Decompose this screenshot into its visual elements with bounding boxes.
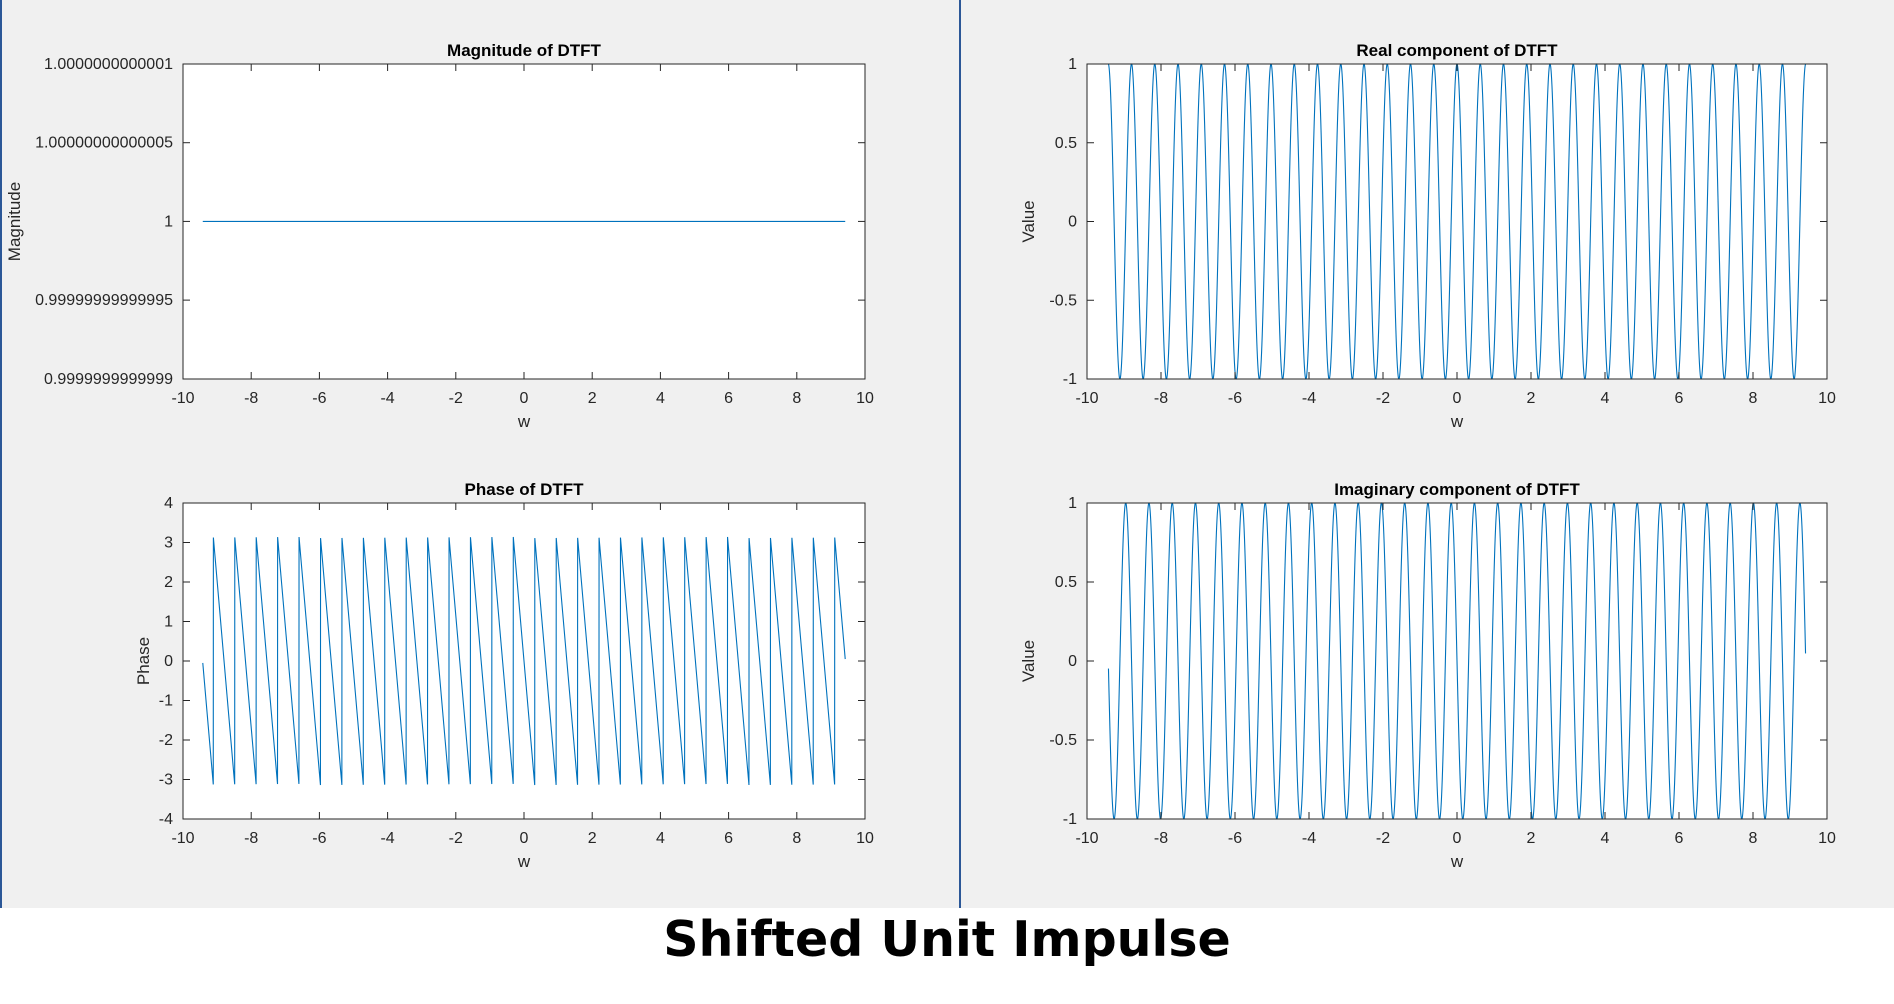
phase-ytick-label: 4 [164,495,173,512]
imaginary-xtick-label: 2 [1527,830,1536,847]
real-xtick-label: -10 [1075,390,1098,407]
real-ytick-label: 1 [1068,56,1077,73]
phase-xtick-label: 8 [792,830,801,847]
magnitude-ytick-label: 0.9999999999999 [44,371,173,388]
chart-imaginary: -10 -8 -6 -4 -2 0 2 4 6 8 10 -1 -0.5 0 0.5 1 Imaginary c… [1019,480,1836,871]
imaginary-xtick-label: 0 [1453,830,1462,847]
real-title: Real component of DTFT [1356,41,1558,60]
phase-xtick-label: 6 [724,830,733,847]
imaginary-series-line [1107,502,1807,820]
phase-ytick-label: -1 [159,693,173,710]
real-xtick-label: 6 [1675,390,1684,407]
real-xtick-label: 10 [1818,390,1836,407]
real-xtick-label: -6 [1228,390,1242,407]
chart-real: -10 -8 -6 -4 -2 0 2 4 6 8 10 -1 -0.5 0 0.5 1 Real compon… [1019,41,1836,431]
imaginary-xtick-label: -8 [1154,830,1168,847]
phase-xlabel: w [517,852,531,871]
real-ytick-label: 0.5 [1055,135,1077,152]
figure-caption: Shifted Unit Impulse [663,911,1231,968]
phase-ytick-label: -2 [159,732,173,749]
magnitude-ytick-label: 1.00000000000005 [35,135,173,152]
imaginary-xtick-label: 6 [1675,830,1684,847]
phase-xtick-label: -4 [380,830,394,847]
phase-xtick-label: 10 [856,830,874,847]
real-xtick-label: 2 [1527,390,1536,407]
imaginary-xtick-label: 8 [1749,830,1758,847]
phase-ytick-label: 3 [164,535,173,552]
magnitude-xtick-label: 4 [656,390,665,407]
magnitude-xtick-label: -6 [312,390,326,407]
phase-ytick-label: 2 [164,574,173,591]
magnitude-title: Magnitude of DTFT [447,41,602,60]
magnitude-ytick-label: 1 [164,213,173,230]
magnitude-xtick-label: -10 [171,390,194,407]
phase-ytick-label: -3 [159,772,173,789]
phase-ylabel: Phase [134,637,153,685]
phase-xtick-label: -2 [449,830,463,847]
imaginary-xlabel: w [1450,852,1464,871]
imaginary-xtick-label: -10 [1075,830,1098,847]
phase-series-line [202,536,846,786]
chart-magnitude: -10 -8 -6 -4 -2 0 2 4 6 8 10 0.9999999999999 0.99999… [5,41,874,431]
imaginary-ytick-label: 0.5 [1055,574,1077,591]
imaginary-ytick-label: 0 [1068,653,1077,670]
phase-ytick-label: 0 [164,653,173,670]
magnitude-xtick-label: 8 [792,390,801,407]
real-ytick-label: -0.5 [1049,292,1077,309]
imaginary-ytick-label: 1 [1068,495,1077,512]
charts-root: -10 -8 -6 -4 -2 0 2 4 6 8 100.99999999999990.99999… [5,41,1836,871]
imaginary-title: Imaginary component of DTFT [1334,480,1580,499]
magnitude-xtick-label: -8 [244,390,258,407]
magnitude-xtick-label: 2 [588,390,597,407]
magnitude-xtick-label: -4 [380,390,394,407]
magnitude-ytick-label: 0.99999999999995 [35,292,173,309]
real-ytick-label: -1 [1063,371,1077,388]
real-xtick-label: 4 [1601,390,1610,407]
phase-xtick-label: -6 [312,830,326,847]
magnitude-xtick-label: 6 [724,390,733,407]
real-xlabel: w [1450,412,1464,431]
real-xtick-label: -2 [1376,390,1390,407]
magnitude-xlabel: w [517,412,531,431]
imaginary-xtick-label: -4 [1302,830,1316,847]
real-xtick-label: 0 [1453,390,1462,407]
imaginary-xtick-label: 4 [1601,830,1610,847]
imaginary-ytick-label: -0.5 [1049,732,1077,749]
phase-xtick-label: 2 [588,830,597,847]
imaginary-ytick-label: -1 [1063,811,1077,828]
real-ytick-label: 0 [1068,214,1077,231]
phase-xtick-label: 4 [656,830,665,847]
phase-title: Phase of DTFT [464,480,584,499]
real-ylabel: Value [1019,200,1038,242]
imaginary-xtick-label: 10 [1818,830,1836,847]
magnitude-xtick-label: 10 [856,390,874,407]
imaginary-xtick-label: -6 [1228,830,1242,847]
magnitude-ytick-label: 1.0000000000001 [44,56,173,73]
phase-ytick-label: 1 [164,614,173,631]
magnitude-xtick-label: 0 [520,390,529,407]
real-xtick-label: 8 [1749,390,1758,407]
magnitude-xtick-label: -2 [449,390,463,407]
real-xtick-label: -4 [1302,390,1316,407]
magnitude-ylabel: Magnitude [5,182,24,261]
phase-xtick-label: -10 [171,830,194,847]
imaginary-xtick-label: -2 [1376,830,1390,847]
phase-xtick-label: 0 [520,830,529,847]
phase-ytick-label: -4 [159,811,173,828]
real-xtick-label: -8 [1154,390,1168,407]
phase-xtick-label: -8 [244,830,258,847]
imaginary-ylabel: Value [1019,640,1038,682]
